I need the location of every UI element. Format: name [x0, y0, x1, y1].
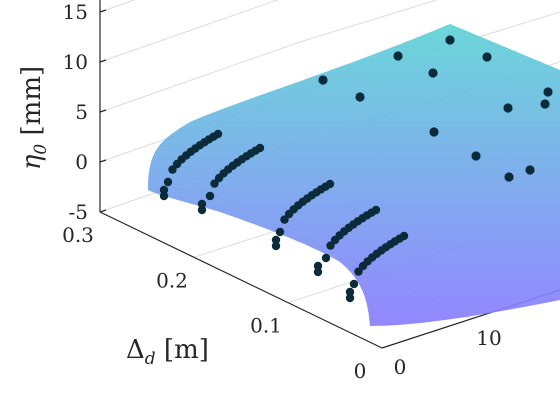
cluster-point: [399, 231, 409, 241]
z-tick-label: 15: [63, 0, 88, 24]
cluster-point: [349, 279, 359, 289]
z-tick-label: -5: [69, 200, 88, 224]
scatter-point: [504, 172, 514, 182]
cluster-point: [275, 227, 285, 237]
cluster-point: [271, 235, 281, 245]
cluster-point: [326, 241, 335, 250]
cluster-point: [280, 215, 289, 224]
z-grid-line: [99, 0, 136, 13]
cluster-point: [371, 205, 381, 215]
scatter-point: [540, 99, 550, 109]
cluster-point: [313, 261, 323, 271]
cluster-point: [213, 129, 223, 139]
delta-tick-label: 0.1: [250, 314, 282, 338]
x-tick-label: 10: [476, 326, 501, 350]
z-tick-label: 5: [75, 100, 88, 124]
cluster-point: [197, 199, 207, 209]
scatter-point: [445, 35, 455, 45]
cluster-point: [255, 143, 265, 153]
scatter-point: [482, 52, 492, 62]
z-tick-mark: [99, 59, 107, 63]
cluster-point: [205, 191, 215, 201]
z-grid-line: [99, 0, 439, 113]
cluster-point: [159, 191, 169, 201]
delta-tick-label: 0: [354, 359, 367, 383]
z-grid-line: [99, 0, 279, 63]
cluster-point: [321, 253, 331, 263]
x-tick-label: 0: [394, 355, 407, 379]
z-tick-label: 10: [63, 50, 88, 74]
cluster-point: [345, 287, 355, 297]
scatter-point: [471, 151, 481, 161]
z-axis-label: η0 [mm]: [17, 66, 51, 170]
scatter-point: [543, 87, 553, 97]
delta-tick-label: 0.2: [156, 268, 188, 292]
z-tick-mark: [99, 9, 107, 13]
fitted-surface: [148, 24, 560, 326]
cluster-point: [271, 241, 281, 251]
scatter-point: [393, 51, 403, 61]
cluster-point: [210, 179, 219, 188]
z-tick-mark: [99, 109, 107, 113]
cluster-point: [325, 179, 335, 189]
scatter-point: [525, 165, 535, 175]
scatter-point: [503, 103, 513, 113]
scatter-point: [318, 75, 328, 85]
scatter-points: [159, 35, 553, 303]
tick-labels: -5 0 5 10 15 0 0.1 0.2 0.3 0 10: [62, 0, 502, 383]
z-tick-mark: [99, 209, 107, 213]
cluster-point: [159, 185, 169, 195]
cluster-point: [168, 165, 177, 174]
scatter-point: [429, 127, 439, 137]
cluster-point: [354, 267, 363, 276]
cluster-point: [345, 293, 355, 303]
scatter-point: [355, 92, 365, 102]
delta-tick-label: 0.3: [62, 223, 94, 247]
cluster-point: [313, 267, 323, 277]
y-axis-line: [99, 211, 383, 349]
cluster-point: [163, 177, 173, 187]
z-tick-label: 0: [75, 150, 88, 174]
cluster-point: [197, 205, 207, 215]
z-tick-mark: [99, 159, 107, 163]
scatter-point: [428, 68, 438, 78]
y-axis-label: Δd [m]: [126, 335, 209, 369]
